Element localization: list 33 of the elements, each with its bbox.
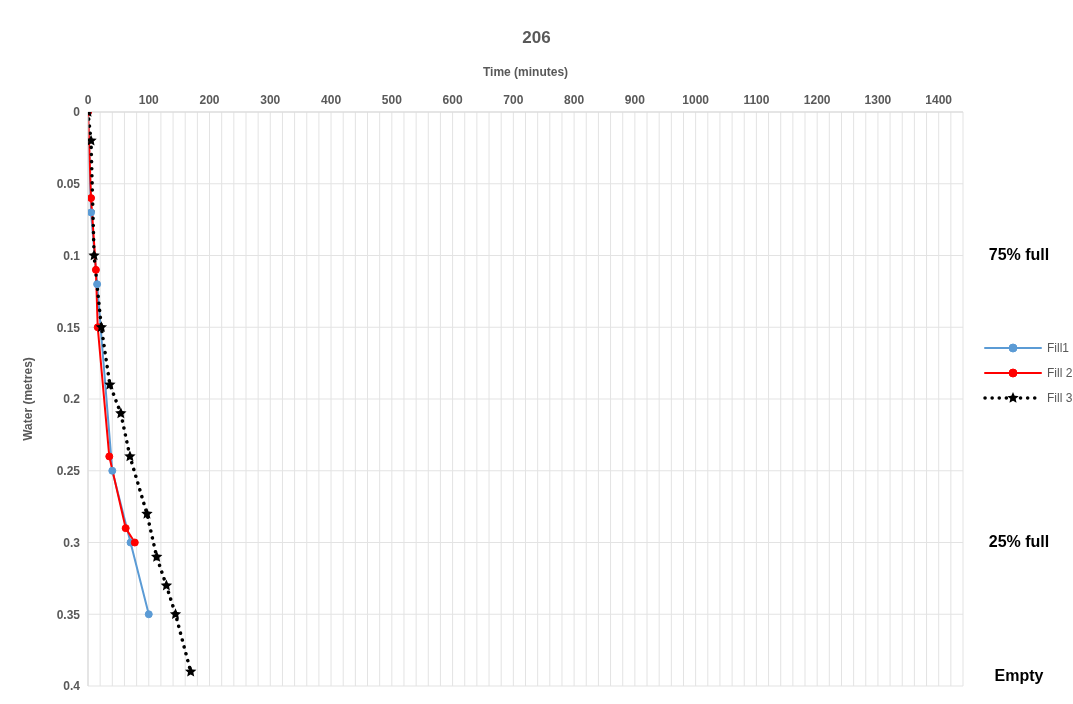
x-tick-label: 200 (199, 93, 220, 107)
y-tick-label: 0.4 (63, 679, 81, 694)
x-tick-label: 400 (321, 93, 342, 107)
x-tick-label: 1400 (925, 93, 953, 107)
y-tick-label: 0 (73, 105, 81, 120)
x-tick-label: 1000 (682, 93, 710, 107)
y-axis-title: Water (metres) (21, 357, 36, 441)
x-tick-label: 500 (381, 93, 403, 107)
y-tick-label: 0.35 (56, 607, 81, 622)
legend-label: Fill 2 (1047, 366, 1073, 381)
legend-label: Fill 3 (1047, 391, 1073, 406)
x-tick-label: 700 (503, 93, 524, 107)
text: Empty (993, 667, 1045, 686)
chart-title: 206 (521, 28, 552, 48)
x-tick-label: 900 (624, 93, 646, 107)
x-tick-label: 1200 (803, 93, 831, 107)
y-tick-label: 0.3 (63, 535, 81, 550)
y-tick-label: 0.1 (63, 248, 81, 263)
x-tick-label: 300 (260, 93, 281, 107)
x-tick-label: 100 (138, 93, 160, 107)
x-tick-label: 600 (442, 93, 463, 107)
legend-label: Fill1 (1047, 341, 1070, 356)
y-tick-label: 0.15 (56, 320, 81, 335)
y-tick-label: 0.05 (56, 177, 81, 192)
text: 75% full (987, 245, 1051, 264)
x-tick-label: 800 (564, 93, 585, 107)
x-tick-label: 1100 (743, 93, 770, 107)
x-axis-title: Time (minutes) (481, 65, 570, 79)
y-tick-label: 0.2 (63, 392, 81, 407)
y-tick-label: 0.25 (56, 464, 81, 479)
x-tick-label: 0 (84, 93, 92, 107)
x-tick-label: 1300 (864, 93, 892, 107)
text: 25% full (987, 532, 1051, 551)
